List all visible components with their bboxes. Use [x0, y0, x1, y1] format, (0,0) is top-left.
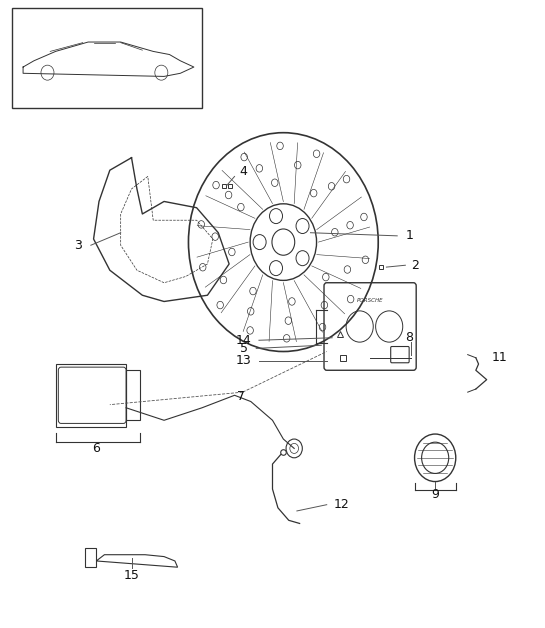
Text: 9: 9 [431, 487, 439, 501]
Text: 4: 4 [239, 165, 247, 178]
Text: 6: 6 [92, 442, 100, 455]
Text: 7: 7 [237, 390, 245, 403]
Text: 14: 14 [236, 333, 252, 347]
Text: 12: 12 [333, 498, 349, 511]
Text: PORSCHE: PORSCHE [357, 298, 384, 303]
Text: 11: 11 [492, 351, 508, 364]
Text: 15: 15 [124, 569, 140, 582]
Bar [56, 364, 126, 426]
Text: 5: 5 [240, 342, 248, 355]
Text: 8: 8 [405, 331, 413, 344]
Bar [126, 371, 140, 420]
Text: 3: 3 [74, 239, 82, 252]
Text: 1: 1 [405, 229, 413, 242]
Text: 2: 2 [411, 259, 419, 272]
Bar [12, 8, 202, 107]
Text: 13: 13 [236, 354, 252, 367]
